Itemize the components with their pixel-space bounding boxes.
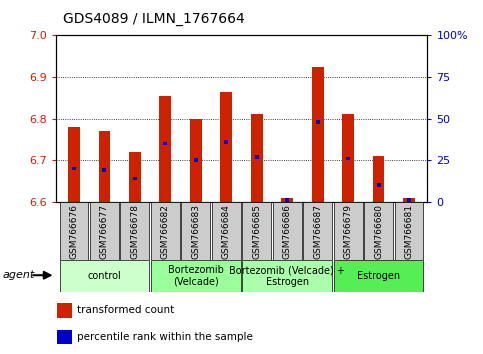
Text: GSM766686: GSM766686 [283,204,292,259]
Bar [395,202,424,260]
Bar [242,260,332,292]
Bar [242,202,271,260]
Bar [102,168,106,172]
Text: GSM766683: GSM766683 [191,204,200,259]
Text: GSM766682: GSM766682 [161,204,170,259]
Bar [303,202,332,260]
Bar [182,202,210,260]
Text: GSM766684: GSM766684 [222,204,231,259]
Bar [407,198,412,202]
Bar [71,167,76,170]
Text: GDS4089 / ILMN_1767664: GDS4089 / ILMN_1767664 [63,12,244,27]
Text: Bortezomib (Velcade) +
Estrogen: Bortezomib (Velcade) + Estrogen [229,265,345,287]
Text: GSM766687: GSM766687 [313,204,322,259]
Bar [163,142,168,145]
Text: GSM766680: GSM766680 [374,204,383,259]
Bar [282,198,293,202]
Bar [342,114,354,202]
Bar [403,198,415,202]
Bar [133,177,137,180]
Bar [57,330,71,344]
Bar [273,202,301,260]
Bar [251,114,263,202]
Text: agent: agent [2,270,35,280]
Text: transformed count: transformed count [77,305,174,315]
Bar [377,183,381,187]
Bar [312,67,324,202]
Text: Estrogen: Estrogen [357,271,400,281]
Bar [151,260,241,292]
Bar [90,202,119,260]
Bar [334,260,424,292]
Text: percentile rank within the sample: percentile rank within the sample [77,332,253,342]
Text: GSM766679: GSM766679 [344,204,353,259]
Bar [68,127,80,202]
Bar [59,260,149,292]
Bar [255,155,259,159]
Bar [120,202,149,260]
Bar [194,158,198,162]
Bar [57,303,71,318]
Bar [59,202,88,260]
Bar [220,92,232,202]
Bar [190,119,201,202]
Bar [364,202,393,260]
Bar [373,156,384,202]
Text: GSM766677: GSM766677 [100,204,109,259]
Bar [129,152,141,202]
Text: Bortezomib
(Velcade): Bortezomib (Velcade) [168,265,224,287]
Text: GSM766676: GSM766676 [70,204,78,259]
Bar [212,202,241,260]
Bar [151,202,180,260]
Bar [159,96,171,202]
Bar [99,131,110,202]
Bar [334,202,363,260]
Bar [315,120,320,124]
Bar [285,198,289,202]
Text: control: control [87,271,121,281]
Bar [346,157,350,160]
Text: GSM766678: GSM766678 [130,204,139,259]
Text: GSM766681: GSM766681 [405,204,413,259]
Bar [224,140,228,144]
Text: GSM766685: GSM766685 [252,204,261,259]
